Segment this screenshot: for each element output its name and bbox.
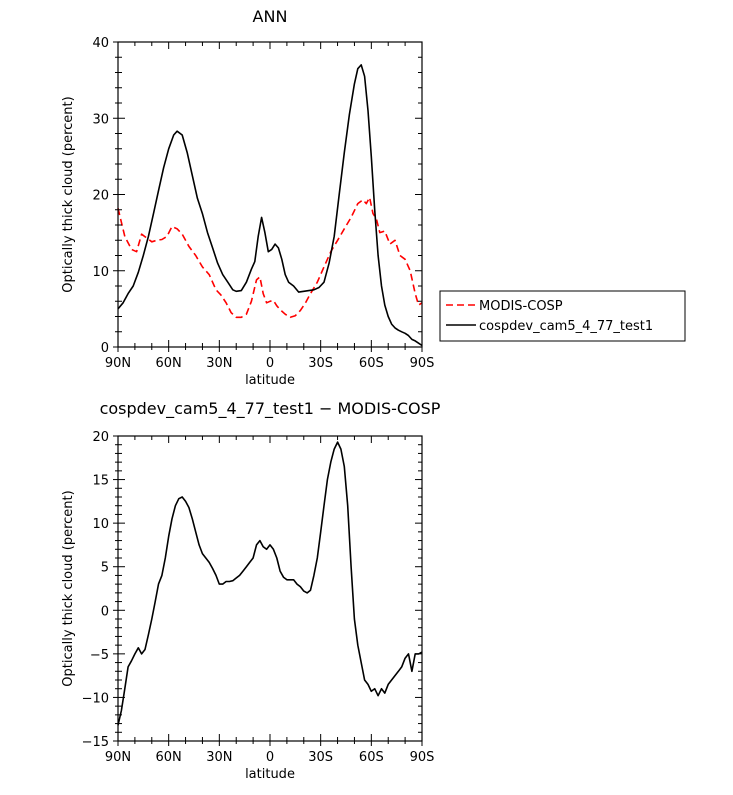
x-tick-label: 90N xyxy=(105,356,131,371)
x-tick-label: 30S xyxy=(308,750,333,765)
legend-box xyxy=(439,290,686,342)
chart-title: cospdev_cam5_4_77_test1 − MODIS-COSP xyxy=(100,399,441,419)
y-tick-label: 20 xyxy=(92,189,109,204)
y-tick-label: 40 xyxy=(92,36,109,51)
y-tick-label: −15 xyxy=(82,735,109,750)
x-tick-label: 30N xyxy=(206,356,232,371)
y-axis-label: Optically thick cloud (percent) xyxy=(61,490,76,686)
x-tick-label: 60N xyxy=(156,750,182,765)
x-tick-label: 90N xyxy=(105,750,131,765)
x-tick-label: 60N xyxy=(156,356,182,371)
x-tick-label: 90S xyxy=(410,356,435,371)
x-tick-label: 90S xyxy=(410,750,435,765)
x-tick-label: 0 xyxy=(266,750,274,765)
chart-2: cospdev_cam5_4_77_test1 − MODIS-COSP 90N 6… xyxy=(61,399,441,782)
x-axis-label: latitude xyxy=(245,373,295,388)
x-tick-label: 60S xyxy=(359,750,384,765)
legend: MODIS-COSP cospdev_cam5_4_77_test1 xyxy=(439,290,686,342)
chart-title: ANN xyxy=(253,7,288,26)
series-line-difference xyxy=(117,441,423,726)
y-tick-label: 15 xyxy=(92,474,109,489)
legend-label: cospdev_cam5_4_77_test1 xyxy=(479,319,653,334)
y-tick-label: −5 xyxy=(90,648,109,663)
y-tick-label: 10 xyxy=(92,517,109,532)
series-line-cospdev-cam5-4-77-test1 xyxy=(117,64,423,347)
y-tick-label: 10 xyxy=(92,265,109,280)
x-tick-label: 0 xyxy=(266,356,274,371)
x-tick-label: 30N xyxy=(206,750,232,765)
series-line-modis-cosp xyxy=(117,196,423,319)
legend-label: MODIS-COSP xyxy=(479,299,563,314)
y-axis-label: Optically thick cloud (percent) xyxy=(61,96,76,292)
x-tick-label: 30S xyxy=(308,356,333,371)
chart-1: ANN 90N 60N 30N 0 30S 60S 90S 0 10 20 30 40 latitude O… xyxy=(61,7,686,388)
y-tick-label: −10 xyxy=(82,691,109,706)
y-tick-label: 0 xyxy=(101,604,109,619)
x-axis-label: latitude xyxy=(245,767,295,782)
y-tick-label: 30 xyxy=(92,112,109,127)
y-tick-label: 0 xyxy=(101,341,109,356)
y-tick-label: 5 xyxy=(101,561,109,576)
x-tick-label: 60S xyxy=(359,356,384,371)
plot-frame xyxy=(117,435,423,742)
y-tick-label: 20 xyxy=(92,430,109,445)
